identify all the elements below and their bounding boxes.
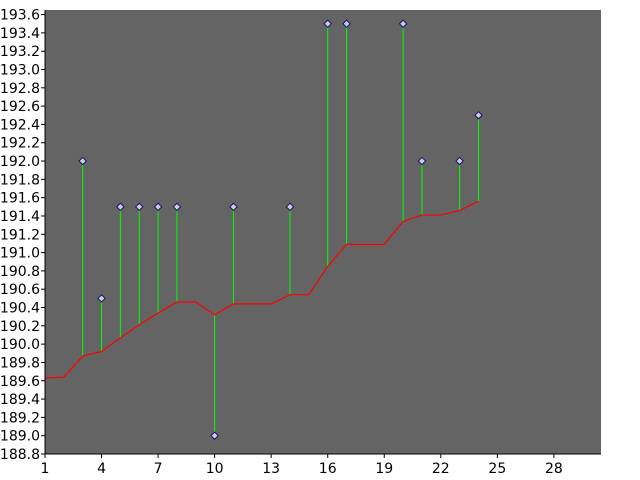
y-tick-label: 190.6 (0, 282, 40, 298)
y-tick-label: 188.8 (0, 447, 40, 463)
data-point (474, 110, 483, 120)
x-tick-label: 4 (97, 461, 106, 477)
y-tick-label: 192.8 (0, 81, 40, 97)
data-point (342, 19, 351, 29)
y-tick-label: 192.0 (0, 154, 40, 170)
y-tick-label: 191.6 (0, 191, 40, 207)
y-tick-label: 192.4 (0, 117, 40, 133)
data-point (134, 202, 144, 212)
x-tick-label: 7 (154, 461, 163, 477)
y-tick-label: 190.2 (0, 319, 40, 335)
observation-points (78, 19, 483, 440)
y-tick-label: 192.2 (0, 136, 40, 152)
y-tick-label: 191.2 (0, 227, 40, 243)
x-tick-label: 10 (206, 461, 224, 477)
y-tick-label: 189.0 (0, 429, 40, 445)
x-axis: 1 4 7 10 13 16 19 22 25 28 (41, 453, 601, 477)
trend-line (44, 200, 479, 379)
plot-area (45, 10, 601, 454)
data-point (455, 156, 464, 166)
y-tick-label: 192.6 (0, 99, 40, 115)
x-tick-label: 1 (41, 461, 50, 477)
y-tick-label: 189.8 (0, 355, 40, 371)
y-tick-label: 191.4 (0, 209, 40, 225)
x-tick-label: 19 (375, 461, 393, 477)
data-point (97, 294, 106, 303)
x-tick-label: 25 (488, 461, 506, 477)
y-tick-label: 189.6 (0, 374, 40, 390)
y-tick-label: 189.2 (0, 410, 40, 426)
data-point (285, 202, 295, 212)
residual-lines (82, 23, 479, 436)
data-point (229, 202, 238, 212)
data-point (323, 19, 333, 29)
trend-series (44, 200, 479, 379)
y-axis: 188.8 189.0 189.2 189.4 189.6 189.8 190.0 190.2… (0, 8, 46, 463)
y-tick-label: 191.8 (0, 172, 40, 188)
data-point (398, 19, 408, 29)
y-tick-label: 190.4 (0, 301, 40, 317)
data-point (116, 202, 125, 212)
x-tick-label: 13 (262, 461, 280, 477)
y-tick-label: 190.0 (0, 337, 40, 353)
y-tick-label: 193.0 (0, 63, 40, 79)
data-point (153, 202, 163, 212)
data-point (78, 156, 88, 166)
y-tick-label: 193.6 (0, 8, 40, 24)
x-tick-label: 22 (432, 461, 450, 477)
y-tick-label: 191.0 (0, 246, 40, 262)
data-point (210, 431, 219, 440)
y-tick-label: 189.4 (0, 392, 40, 408)
y-tick-label: 193.2 (0, 44, 40, 60)
x-tick-label: 16 (319, 461, 337, 477)
data-point (172, 202, 182, 212)
data-point (417, 156, 427, 166)
y-tick-label: 190.8 (0, 264, 40, 280)
x-tick-label: 28 (545, 461, 563, 477)
y-tick-label: 193.4 (0, 26, 40, 42)
